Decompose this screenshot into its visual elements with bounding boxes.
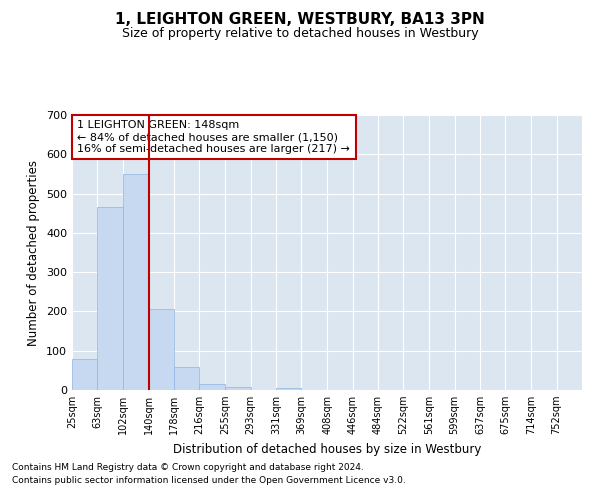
Text: Contains public sector information licensed under the Open Government Licence v3: Contains public sector information licen…	[12, 476, 406, 485]
Bar	[97, 208, 124, 390]
Bar	[72, 358, 97, 390]
Bar	[149, 310, 174, 390]
Bar	[199, 384, 226, 390]
Text: Contains HM Land Registry data © Crown copyright and database right 2024.: Contains HM Land Registry data © Crown c…	[12, 464, 364, 472]
Bar	[124, 174, 149, 390]
Text: 1, LEIGHTON GREEN, WESTBURY, BA13 3PN: 1, LEIGHTON GREEN, WESTBURY, BA13 3PN	[115, 12, 485, 28]
Bar	[276, 388, 301, 390]
Y-axis label: Number of detached properties: Number of detached properties	[28, 160, 40, 346]
Text: Size of property relative to detached houses in Westbury: Size of property relative to detached ho…	[122, 28, 478, 40]
Bar	[226, 387, 251, 390]
Text: 1 LEIGHTON GREEN: 148sqm
← 84% of detached houses are smaller (1,150)
16% of sem: 1 LEIGHTON GREEN: 148sqm ← 84% of detach…	[77, 120, 350, 154]
X-axis label: Distribution of detached houses by size in Westbury: Distribution of detached houses by size …	[173, 442, 481, 456]
Bar	[174, 367, 199, 390]
